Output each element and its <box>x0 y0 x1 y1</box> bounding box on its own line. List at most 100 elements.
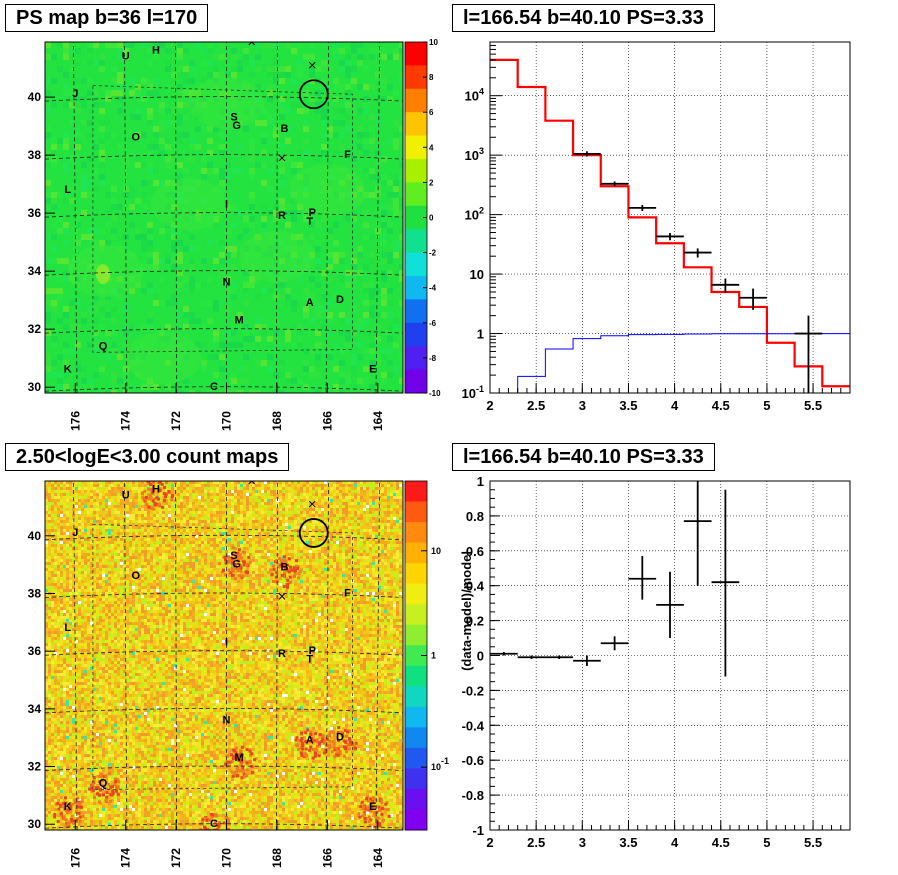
colorbar-tick-label: 10-1 <box>431 756 449 772</box>
colorbar-segment <box>405 645 427 667</box>
source-label-I: I <box>225 198 228 210</box>
x-tick-label: 3 <box>579 398 586 413</box>
x-tick-label: 5.5 <box>804 398 822 413</box>
y-tick-label: 0.8 <box>466 509 484 524</box>
source-label-A: A <box>306 297 314 309</box>
colorbar-tick-label: 10 <box>429 38 438 47</box>
source-label-H: H <box>152 45 160 57</box>
y-tick-label: 1 <box>477 327 484 342</box>
colorbar-tick-label: -10 <box>429 389 441 398</box>
x-tick-label: 3.5 <box>619 398 637 413</box>
source-label-A: A <box>306 734 314 746</box>
x-tick-label: 172 <box>169 411 183 431</box>
map-grid-line <box>325 42 329 393</box>
x-tick-label: 4.5 <box>712 835 730 850</box>
source-label-C: C <box>210 381 218 393</box>
y-tick-label: 0.2 <box>466 614 484 629</box>
map-grid-line <box>275 42 278 393</box>
colorbar-segment <box>405 112 427 137</box>
colorbar-segment <box>405 159 427 183</box>
plot-area <box>490 42 850 393</box>
data-point <box>628 205 657 212</box>
source-label-F: F <box>344 587 351 599</box>
x-tick-label: 5 <box>763 398 770 413</box>
x-tick-label: 5 <box>763 835 770 850</box>
colorbar-segment <box>405 65 427 90</box>
map-grid-line <box>375 42 380 393</box>
x-tick-label: 4 <box>671 835 679 850</box>
x-tick-label: 2.5 <box>527 398 545 413</box>
map-grid-line <box>45 154 403 160</box>
map-grid-line <box>124 481 128 830</box>
source-label-Q: Q <box>99 340 108 352</box>
residual-point <box>573 655 601 666</box>
x-tick-label: 166 <box>320 848 334 868</box>
x-tick-label: 3 <box>579 835 586 850</box>
source-label-J: J <box>72 88 78 100</box>
y-tick-label: 102 <box>465 206 484 223</box>
y-tick-label: 40 <box>28 90 42 104</box>
marker-x <box>248 42 256 46</box>
colorbar-segment <box>405 624 427 646</box>
map-grid-line <box>175 481 178 830</box>
map-area: U H J SG B O F L I R PT N A D M Q K E C <box>45 42 403 393</box>
y-tick-label: 0.6 <box>466 544 484 559</box>
colorbar-segment <box>405 563 427 585</box>
data-point <box>739 288 767 310</box>
colorbar-tick-label: 10 <box>431 546 441 556</box>
source-label-M: M <box>235 752 244 764</box>
map-grid-line <box>45 823 403 829</box>
source-label-C: C <box>210 818 218 830</box>
y-tick-label: 1 <box>477 474 484 489</box>
y-tick-label: 34 <box>28 702 42 716</box>
y-tick-label: -0.8 <box>462 788 484 803</box>
source-label-M: M <box>235 314 244 326</box>
colorbar-segment <box>405 481 427 503</box>
source-label-E: E <box>369 364 376 376</box>
x-tick-label: 172 <box>169 848 183 868</box>
x-tick-label: 168 <box>270 411 284 431</box>
panel-title-spectrum: l=166.54 b=40.10 PS=3.33 <box>452 4 715 32</box>
source-label-N: N <box>223 277 231 289</box>
y-tick-label: -0.6 <box>462 753 484 768</box>
x-tick-label: 3.5 <box>619 835 637 850</box>
source-label-O: O <box>131 132 140 144</box>
y-tick-label: -0.2 <box>462 683 484 698</box>
y-tick-label: 30 <box>28 380 42 394</box>
residual-point <box>517 655 546 659</box>
colorbar-segment <box>405 205 427 230</box>
source-label-L: L <box>64 622 71 634</box>
source-label-O: O <box>131 570 140 582</box>
residual-point <box>545 655 574 659</box>
source-label-T: T <box>306 654 313 666</box>
colorbar-segment <box>405 369 427 394</box>
colorbar-tick-label: 6 <box>429 108 434 117</box>
source-label-G: G <box>232 120 241 132</box>
y-tick-label: 32 <box>28 322 42 336</box>
x-tick-label: 4.5 <box>712 398 730 413</box>
source-label-S: S <box>230 111 237 123</box>
y-axis-label: (data-model)/model <box>459 551 474 671</box>
x-tick-label: 164 <box>371 411 385 431</box>
map-panel-0: U H J SG B O F L I R PT N A D M Q K E C 176 174 172 170 168 166 1… <box>28 38 441 431</box>
panel-title-residuals: l=166.54 b=40.10 PS=3.33 <box>452 443 715 471</box>
source-label-P: P <box>309 207 316 219</box>
map-grid-line <box>45 270 403 276</box>
map-area: U H J SG B O F L I R PT N A D M Q K E C <box>45 481 403 830</box>
y-tick-label: -1 <box>472 823 484 838</box>
data-point <box>683 248 712 258</box>
source-label-J: J <box>72 527 78 539</box>
colorbar-tick-label: 4 <box>429 143 434 152</box>
x-tick-label: 170 <box>220 848 234 868</box>
map-grid-line <box>45 328 403 334</box>
colorbar-tick-label: 0 <box>429 214 434 223</box>
source-label-R: R <box>278 648 286 660</box>
model-histogram <box>490 58 850 388</box>
source-label-F: F <box>344 149 351 161</box>
source-label-B: B <box>281 561 289 573</box>
y-tick-label: 38 <box>28 586 42 600</box>
residual-point <box>683 481 712 586</box>
y-tick-label: 0 <box>477 649 484 664</box>
panel-title-count-map: 2.50<logE<3.00 count maps <box>5 443 290 471</box>
